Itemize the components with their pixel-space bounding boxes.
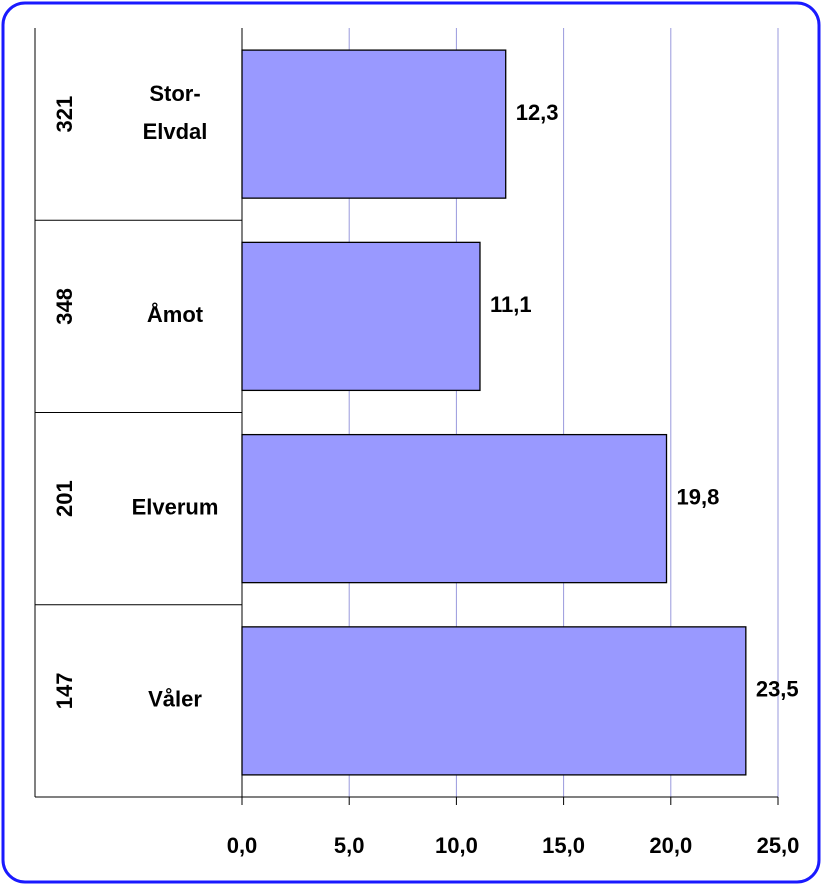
x-tick-label: 5,0 xyxy=(334,833,365,858)
value-label: 11,1 xyxy=(490,292,532,317)
category-label: Stor- xyxy=(149,81,200,106)
group-code-label: 201 xyxy=(52,480,77,517)
category-label: Elverum xyxy=(132,494,219,519)
value-label: 19,8 xyxy=(677,484,720,509)
bar xyxy=(241,626,747,776)
bar xyxy=(241,49,507,199)
value-label: 12,3 xyxy=(516,100,559,125)
x-tick-label: 10,0 xyxy=(435,833,478,858)
group-code-label: 147 xyxy=(52,673,77,710)
x-tick-label: 20,0 xyxy=(649,833,692,858)
group-code-label: 321 xyxy=(52,96,77,133)
value-label: 23,5 xyxy=(756,677,799,702)
x-tick-label: 15,0 xyxy=(542,833,585,858)
category-label: Elvdal xyxy=(143,119,208,144)
bar xyxy=(241,433,668,584)
x-tick-label: 0,0 xyxy=(227,833,258,858)
bar xyxy=(241,241,481,392)
x-tick-label: 25,0 xyxy=(757,833,800,858)
category-label: Våler xyxy=(148,687,202,712)
group-code-label: 348 xyxy=(52,288,77,325)
category-label: Åmot xyxy=(147,301,204,327)
